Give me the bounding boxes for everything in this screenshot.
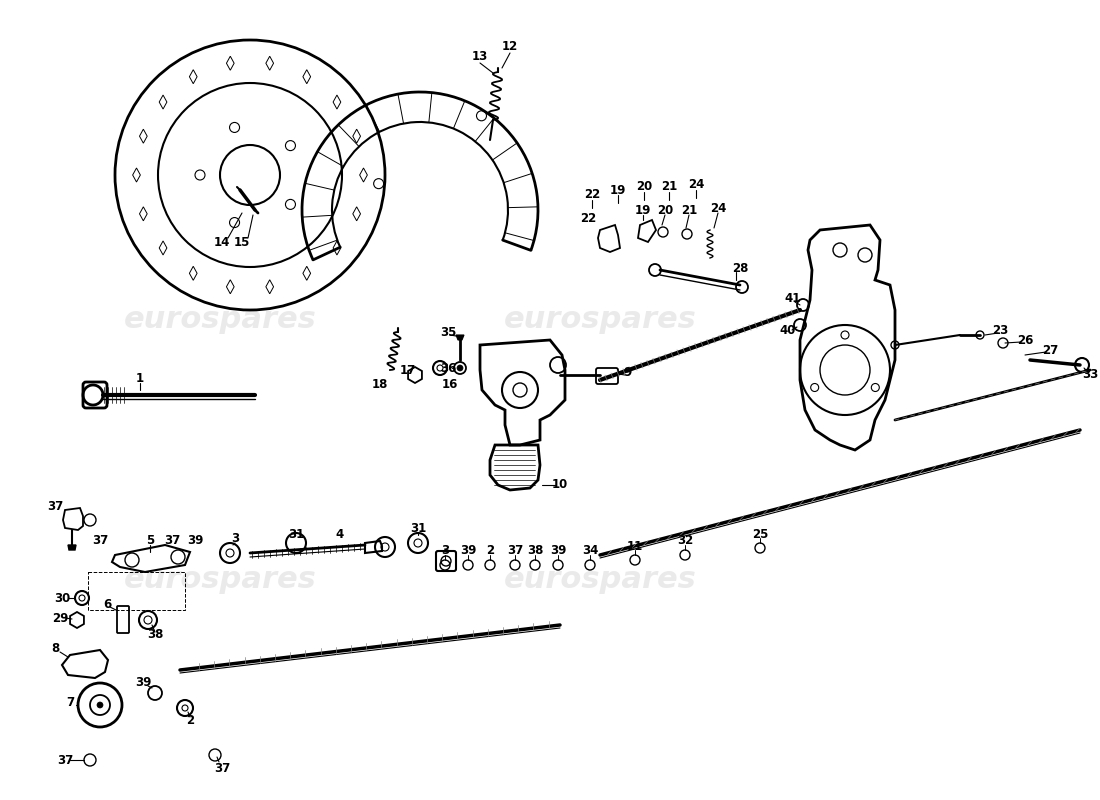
Text: 17: 17 <box>400 363 416 377</box>
Text: 27: 27 <box>1042 343 1058 357</box>
Text: 37: 37 <box>507 545 524 558</box>
Text: 22: 22 <box>584 189 601 202</box>
Text: 12: 12 <box>502 41 518 54</box>
Text: 13: 13 <box>472 50 488 63</box>
Text: 29: 29 <box>52 611 68 625</box>
Text: 41: 41 <box>784 291 801 305</box>
Text: 34: 34 <box>582 545 598 558</box>
Circle shape <box>97 702 103 708</box>
Text: 37: 37 <box>213 762 230 774</box>
Text: 19: 19 <box>609 183 626 197</box>
Text: 37: 37 <box>57 754 73 766</box>
Text: 2: 2 <box>486 545 494 558</box>
Text: 11: 11 <box>627 539 644 553</box>
Text: 31: 31 <box>288 529 304 542</box>
Text: 5: 5 <box>146 534 154 546</box>
Text: 38: 38 <box>146 629 163 642</box>
Text: 39: 39 <box>187 534 204 546</box>
Text: 25: 25 <box>751 527 768 541</box>
Text: 20: 20 <box>636 181 652 194</box>
Text: 32: 32 <box>676 534 693 547</box>
Circle shape <box>456 365 463 371</box>
Text: 1: 1 <box>136 371 144 385</box>
Text: 24: 24 <box>688 178 704 191</box>
Text: 40: 40 <box>780 323 796 337</box>
Text: 15: 15 <box>234 237 250 250</box>
Text: eurospares: eurospares <box>123 306 317 334</box>
Text: 7: 7 <box>66 697 74 710</box>
Text: 22: 22 <box>580 211 596 225</box>
Text: 23: 23 <box>992 323 1008 337</box>
Text: 31: 31 <box>410 522 426 534</box>
Text: 4: 4 <box>336 529 344 542</box>
Text: 21: 21 <box>661 181 678 194</box>
Polygon shape <box>68 545 76 550</box>
Text: 37: 37 <box>92 534 108 546</box>
Text: 37: 37 <box>164 534 180 546</box>
Text: 2: 2 <box>186 714 194 726</box>
Text: 10: 10 <box>552 478 568 491</box>
Text: 3: 3 <box>441 545 449 558</box>
Text: 6: 6 <box>103 598 111 611</box>
Text: eurospares: eurospares <box>504 566 696 594</box>
Text: 35: 35 <box>440 326 456 338</box>
Text: 26: 26 <box>1016 334 1033 346</box>
Text: 19: 19 <box>635 203 651 217</box>
Text: 39: 39 <box>460 545 476 558</box>
Text: 9: 9 <box>624 366 632 378</box>
Text: 37: 37 <box>47 501 63 514</box>
Polygon shape <box>456 335 464 340</box>
Text: 24: 24 <box>710 202 726 214</box>
Text: 39: 39 <box>135 675 151 689</box>
Text: 36: 36 <box>440 362 456 374</box>
Text: 33: 33 <box>1082 369 1098 382</box>
Text: eurospares: eurospares <box>504 306 696 334</box>
Text: 20: 20 <box>657 203 673 217</box>
Text: 39: 39 <box>550 545 566 558</box>
Text: 38: 38 <box>527 545 543 558</box>
Text: 18: 18 <box>372 378 388 391</box>
Text: 16: 16 <box>442 378 459 391</box>
Text: 3: 3 <box>231 531 239 545</box>
Text: 8: 8 <box>51 642 59 654</box>
Text: 30: 30 <box>54 591 70 605</box>
Text: eurospares: eurospares <box>123 566 317 594</box>
Text: 28: 28 <box>732 262 748 274</box>
Text: 14: 14 <box>213 237 230 250</box>
Text: 21: 21 <box>681 203 697 217</box>
